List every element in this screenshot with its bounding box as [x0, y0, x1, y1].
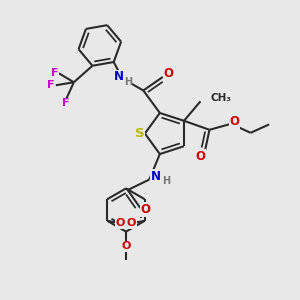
Text: H: H	[124, 77, 132, 87]
Text: O: O	[196, 150, 206, 163]
Text: O: O	[230, 115, 240, 128]
Text: F: F	[51, 68, 58, 78]
Text: O: O	[116, 218, 125, 228]
Text: O: O	[121, 242, 131, 251]
Text: O: O	[141, 203, 151, 216]
Text: O: O	[163, 68, 173, 80]
Text: O: O	[127, 218, 136, 228]
Text: F: F	[62, 98, 69, 108]
Text: H: H	[162, 176, 170, 186]
Text: S: S	[135, 127, 144, 140]
Text: N: N	[151, 170, 161, 183]
Text: N: N	[114, 70, 124, 83]
Text: CH₃: CH₃	[210, 93, 231, 103]
Text: F: F	[47, 80, 54, 90]
